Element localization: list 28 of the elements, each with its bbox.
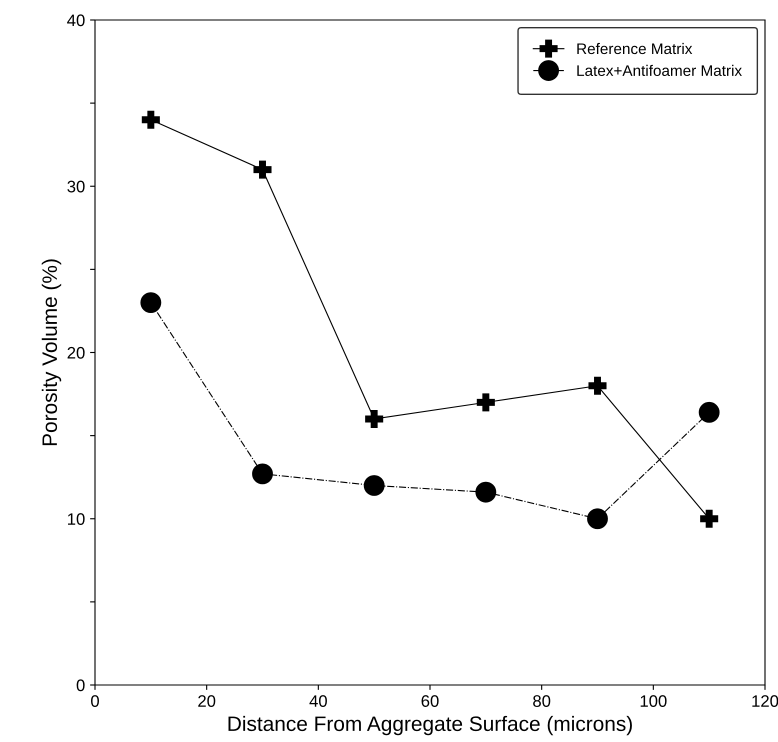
point	[700, 510, 718, 528]
point	[253, 160, 272, 179]
legend-label: Latex+Antifoamer Matrix	[577, 64, 742, 76]
y-tick-label: 20	[68, 346, 85, 359]
point	[364, 475, 385, 496]
y-tick-label: 0	[76, 679, 85, 692]
y-axis-title: Porosity Volume (%)	[42, 259, 62, 446]
x-tick-label: 80	[533, 695, 550, 707]
x-tick-label: 0	[91, 695, 99, 707]
y-tick-label: 40	[67, 14, 85, 26]
x-tick-label: 20	[198, 695, 216, 707]
point	[698, 402, 720, 423]
point	[588, 376, 607, 395]
x-tick-label: 100	[640, 695, 667, 707]
x-tick-label: 120	[752, 695, 778, 707]
point	[140, 292, 162, 314]
y-tick-label: 30	[67, 180, 85, 192]
point	[252, 463, 273, 484]
x-tick-label: 40	[309, 695, 327, 707]
x-axis-title: Distance From Aggregate Surface (microns)	[228, 716, 632, 736]
x-tick-label: 60	[422, 695, 439, 707]
y-tick-label: 10	[68, 513, 85, 525]
point	[476, 393, 495, 412]
legend-label: Reference Matrix	[577, 42, 692, 54]
point	[587, 508, 608, 530]
point	[475, 482, 496, 503]
point	[142, 110, 160, 129]
point	[365, 410, 384, 428]
